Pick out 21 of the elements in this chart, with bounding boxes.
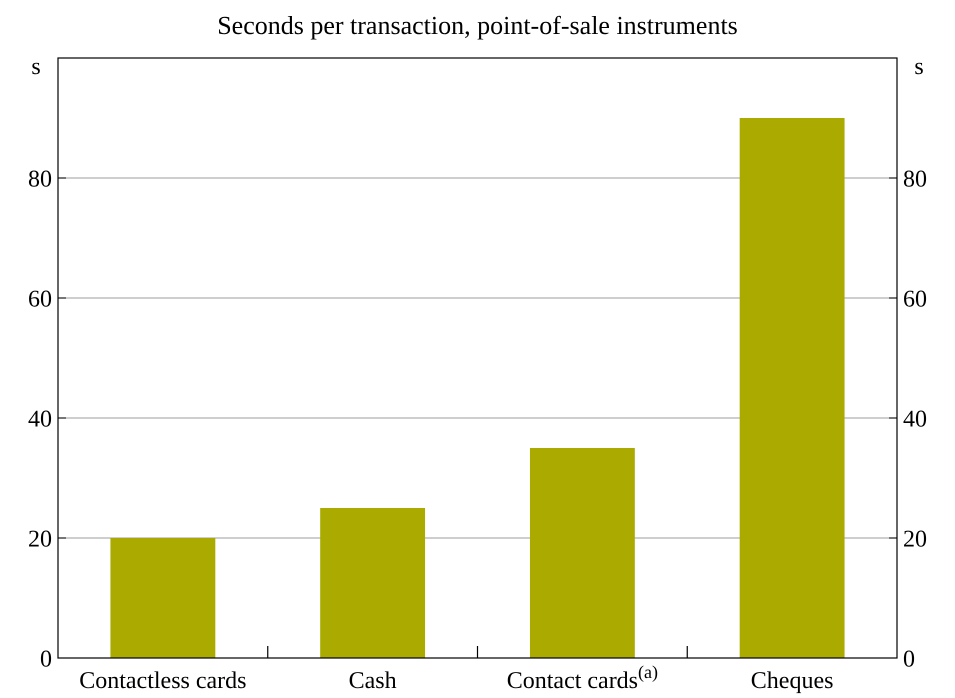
bar	[320, 508, 426, 658]
y2-tick-label: 0	[903, 646, 915, 672]
y-tick-label: 20	[28, 526, 52, 552]
y-tick-label: 60	[28, 286, 52, 312]
chart-title: Seconds per transaction, point-of-sale instruments	[217, 11, 738, 40]
x-tick-label: Cash	[348, 668, 397, 694]
x-tick-label: Contact cards$^{(a)}$	[506, 662, 658, 694]
y2-tick-label: 20	[903, 526, 927, 552]
y-tick-label: 40	[28, 406, 52, 432]
bar	[530, 448, 635, 658]
bar	[740, 118, 845, 658]
y-tick-label: 0	[40, 646, 52, 672]
y2-axis-title: s	[914, 54, 924, 80]
y-axis-title: s	[31, 54, 41, 80]
y2-tick-label: 80	[903, 166, 927, 192]
bar	[110, 538, 216, 658]
x-tick-label: Cheques	[750, 668, 834, 694]
y-tick-label: 80	[28, 166, 52, 192]
y2-tick-label: 60	[903, 286, 927, 312]
x-tick-label: Contactless cards	[79, 668, 247, 694]
y2-tick-label: 40	[903, 406, 927, 432]
